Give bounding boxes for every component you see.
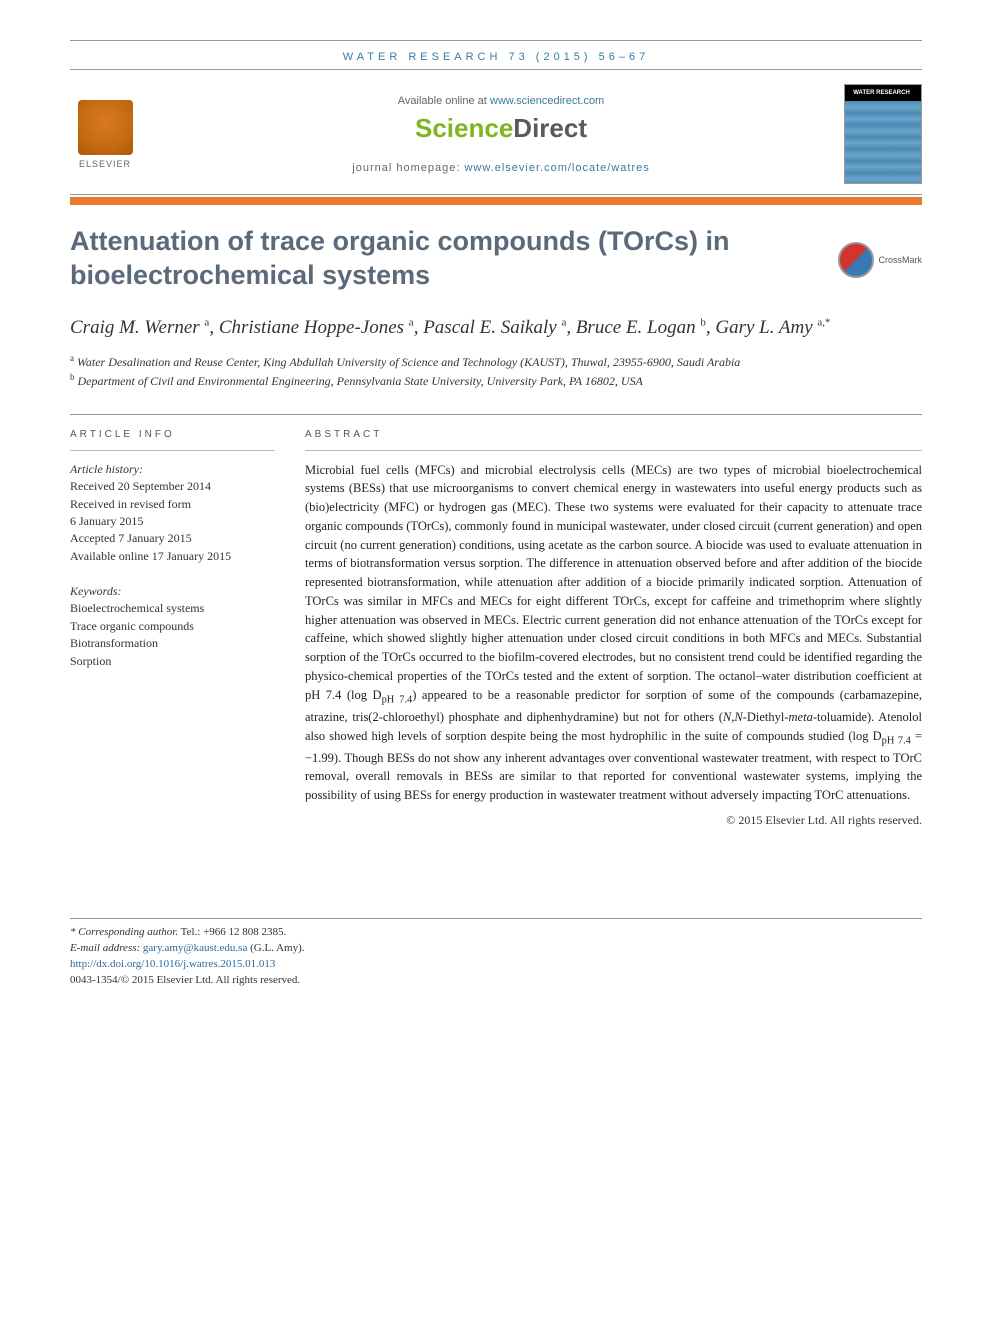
abstract-text: Microbial fuel cells (MFCs) and microbia…	[305, 461, 922, 805]
abstract-column: ABSTRACT Microbial fuel cells (MFCs) and…	[305, 423, 922, 828]
cover-title: WATER RESEARCH	[853, 90, 913, 96]
crossmark-badge[interactable]: CrossMark	[838, 242, 922, 278]
journal-cover-thumbnail: WATER RESEARCH	[844, 84, 922, 184]
affiliations: a Water Desalination and Reuse Center, K…	[70, 352, 922, 390]
journal-reference: WATER RESEARCH 73 (2015) 56–67	[70, 45, 922, 69]
affiliation-a: a Water Desalination and Reuse Center, K…	[70, 352, 922, 371]
email-line: E-mail address: gary.amy@kaust.edu.sa (G…	[70, 941, 922, 957]
elsevier-tree-icon	[78, 100, 133, 155]
footer: * Corresponding author. Tel.: +966 12 80…	[70, 918, 922, 989]
homepage-link[interactable]: www.elsevier.com/locate/watres	[464, 162, 649, 174]
crossmark-label: CrossMark	[878, 255, 922, 265]
accepted-date: Accepted 7 January 2015	[70, 530, 275, 547]
copyright-line: © 2015 Elsevier Ltd. All rights reserved…	[305, 813, 922, 828]
article-info-column: ARTICLE INFO Article history: Received 2…	[70, 423, 275, 828]
sciencedirect-logo: ScienceDirect	[158, 113, 844, 144]
doi-link[interactable]: http://dx.doi.org/10.1016/j.watres.2015.…	[70, 958, 275, 970]
sciencedirect-link[interactable]: www.sciencedirect.com	[490, 95, 604, 107]
revised-date: 6 January 2015	[70, 513, 275, 530]
authors-list: Craig M. Werner a, Christiane Hoppe-Jone…	[70, 315, 922, 341]
issn-copyright: 0043-1354/© 2015 Elsevier Ltd. All right…	[70, 973, 922, 989]
sd-direct-text: Direct	[513, 113, 587, 143]
history-label: Article history:	[70, 461, 275, 478]
affiliation-b: b Department of Civil and Environmental …	[70, 371, 922, 390]
keyword-item: Bioelectrochemical systems	[70, 600, 275, 617]
available-label: Available online at	[398, 95, 490, 107]
sd-science-text: Science	[415, 113, 513, 143]
homepage-label: journal homepage:	[352, 162, 464, 174]
keyword-item: Sorption	[70, 653, 275, 670]
cover-waves-graphic	[845, 101, 921, 183]
available-online-text: Available online at www.sciencedirect.co…	[158, 95, 844, 107]
revised-label: Received in revised form	[70, 496, 275, 513]
crossmark-icon	[838, 242, 874, 278]
elsevier-label: ELSEVIER	[79, 159, 131, 169]
received-date: Received 20 September 2014	[70, 478, 275, 495]
elsevier-logo: ELSEVIER	[70, 94, 140, 174]
abstract-label: ABSTRACT	[305, 423, 922, 451]
keywords-label: Keywords:	[70, 583, 275, 600]
keyword-item: Biotransformation	[70, 635, 275, 652]
online-date: Available online 17 January 2015	[70, 548, 275, 565]
article-info-label: ARTICLE INFO	[70, 423, 275, 451]
keyword-item: Trace organic compounds	[70, 618, 275, 635]
orange-divider-bar	[70, 197, 922, 205]
header-block: ELSEVIER Available online at www.science…	[70, 69, 922, 195]
email-link[interactable]: gary.amy@kaust.edu.sa	[143, 942, 247, 954]
article-title: Attenuation of trace organic compounds (…	[70, 225, 750, 293]
corresponding-author: * Corresponding author. Tel.: +966 12 80…	[70, 925, 922, 941]
journal-homepage: journal homepage: www.elsevier.com/locat…	[158, 162, 844, 174]
keywords-list: Bioelectrochemical systemsTrace organic …	[70, 600, 275, 670]
